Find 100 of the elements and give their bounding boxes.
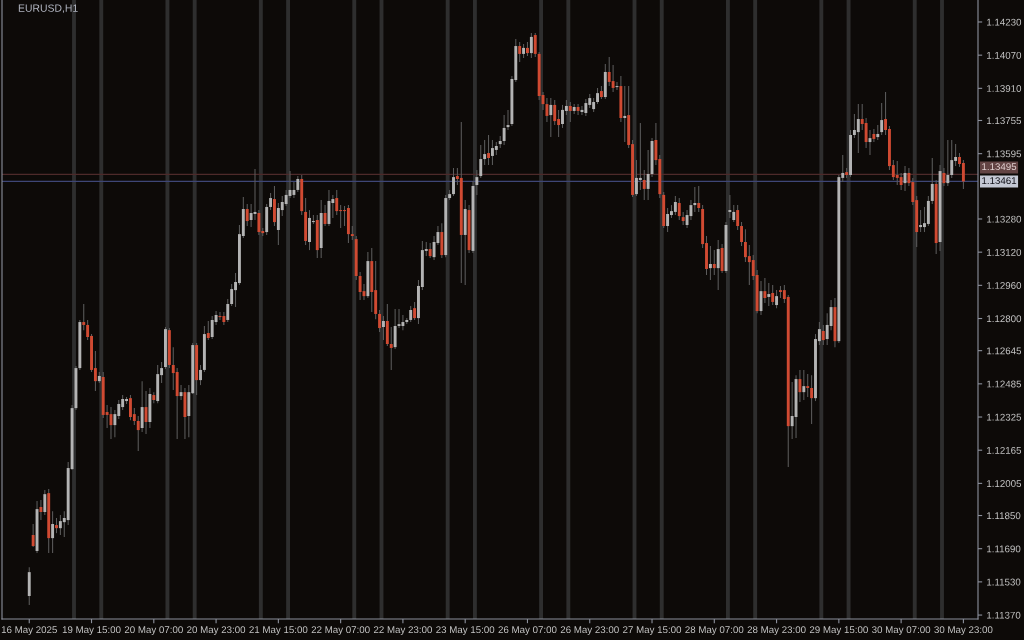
y-tick-label: 1.13120 bbox=[987, 248, 1022, 256]
y-tick-label: 1.12800 bbox=[987, 315, 1022, 323]
candlestick bbox=[553, 99, 557, 126]
y-tick-label: 1.11850 bbox=[987, 512, 1021, 520]
ref-line-label: 1.13461 bbox=[982, 177, 1017, 185]
candlestick bbox=[179, 384, 183, 401]
candlestick bbox=[210, 315, 214, 340]
y-tick-label: 1.13910 bbox=[987, 85, 1022, 92]
candlestick bbox=[487, 134, 490, 166]
x-tick-label: 30 May 07:00 bbox=[872, 626, 931, 636]
candlestick bbox=[518, 41, 522, 63]
candlestick bbox=[802, 369, 806, 401]
candlestick bbox=[712, 249, 716, 276]
x-tick-label: 16 May 2025 bbox=[1, 626, 57, 636]
candlestick bbox=[327, 189, 331, 227]
candlestick bbox=[926, 195, 930, 227]
y-tick-label: 1.12485 bbox=[987, 380, 1022, 388]
candlestick bbox=[677, 197, 681, 221]
candlestick bbox=[743, 228, 747, 263]
candlestick bbox=[728, 194, 732, 219]
candlestick bbox=[43, 489, 47, 516]
x-tick-label: 26 May 07:00 bbox=[498, 626, 557, 636]
candlestick bbox=[673, 195, 677, 216]
x-tick-label: 23 May 15:00 bbox=[436, 626, 495, 636]
candlestick bbox=[821, 324, 825, 346]
candlestick bbox=[440, 222, 444, 259]
candlestick bbox=[529, 32, 533, 59]
candlestick bbox=[335, 189, 339, 216]
candlestick bbox=[576, 103, 580, 116]
y-tick-label: 1.14070 bbox=[987, 51, 1022, 59]
candlestick bbox=[483, 139, 487, 166]
candlestick bbox=[82, 303, 86, 331]
x-tick-label: 26 May 23:00 bbox=[560, 626, 619, 636]
x-tick-label: 28 May 07:00 bbox=[685, 626, 744, 636]
y-tick-label: 1.12005 bbox=[987, 480, 1022, 487]
candlestick bbox=[638, 122, 642, 191]
candlestick bbox=[763, 277, 767, 304]
candlestick bbox=[245, 203, 249, 227]
candlestick bbox=[381, 315, 385, 341]
candlestick bbox=[736, 204, 740, 231]
candlestick bbox=[806, 373, 810, 398]
candlestick bbox=[393, 308, 397, 350]
candlestick bbox=[490, 139, 494, 166]
candlestick bbox=[27, 566, 31, 606]
candlestick bbox=[708, 245, 712, 281]
x-tick-label: 20 May 07:00 bbox=[124, 626, 183, 636]
y-tick-label: 1.11690 bbox=[987, 545, 1021, 553]
y-tick-label: 1.13280 bbox=[987, 215, 1022, 223]
candlestick bbox=[666, 207, 670, 233]
candlestick bbox=[895, 160, 899, 186]
candlestick bbox=[642, 169, 646, 201]
x-tick-label: 22 May 07:00 bbox=[311, 626, 370, 636]
x-tick-label: 22 May 23:00 bbox=[373, 626, 432, 636]
candlestick bbox=[568, 101, 572, 123]
x-tick-label: 27 May 15:00 bbox=[623, 626, 682, 636]
candlestick bbox=[452, 167, 455, 197]
y-tick-label: 1.12960 bbox=[987, 282, 1022, 289]
candlestick bbox=[58, 514, 62, 536]
candlestick bbox=[775, 289, 779, 309]
candlestick bbox=[199, 364, 202, 386]
candlestick bbox=[946, 139, 950, 187]
candlestick bbox=[930, 157, 934, 205]
candlestick bbox=[740, 221, 743, 247]
candlestick bbox=[385, 303, 389, 347]
candlestick bbox=[919, 209, 923, 233]
candlestick bbox=[323, 204, 327, 227]
candlestick bbox=[276, 202, 280, 246]
candlestick bbox=[623, 85, 627, 143]
candlestick bbox=[634, 159, 638, 197]
candlestick bbox=[549, 97, 553, 138]
candlestick bbox=[561, 104, 564, 129]
y-tick-label: 1.11530 bbox=[987, 578, 1021, 586]
candlestick bbox=[502, 114, 506, 146]
x-tick-label: 30 May 23:00 bbox=[934, 626, 993, 636]
candlestick bbox=[580, 105, 584, 116]
candlestick bbox=[222, 311, 226, 326]
candlestick bbox=[31, 523, 35, 548]
candlestick bbox=[374, 260, 378, 320]
x-tick-label: 28 May 23:00 bbox=[747, 626, 806, 636]
candlestick bbox=[852, 113, 856, 139]
candlestick bbox=[226, 298, 230, 323]
candlestick bbox=[273, 185, 276, 227]
candlestick bbox=[961, 159, 965, 190]
candlestick bbox=[292, 181, 296, 199]
y-tick-label: 1.14230 bbox=[987, 18, 1022, 26]
candlestick bbox=[230, 283, 234, 307]
y-tick-label: 1.12165 bbox=[987, 446, 1022, 454]
candlestick bbox=[378, 309, 382, 333]
candlestick bbox=[206, 320, 210, 341]
candlestick bbox=[880, 102, 884, 136]
candlestick bbox=[720, 243, 724, 274]
candlestick bbox=[810, 374, 814, 425]
candlestick bbox=[413, 301, 417, 321]
candlestick bbox=[950, 139, 954, 179]
candlestick bbox=[942, 167, 946, 187]
candlestick bbox=[856, 103, 860, 154]
candlestick bbox=[771, 284, 775, 306]
y-tick-label: 1.12325 bbox=[987, 413, 1022, 421]
candlestick bbox=[697, 185, 701, 213]
candlestick bbox=[798, 369, 802, 403]
